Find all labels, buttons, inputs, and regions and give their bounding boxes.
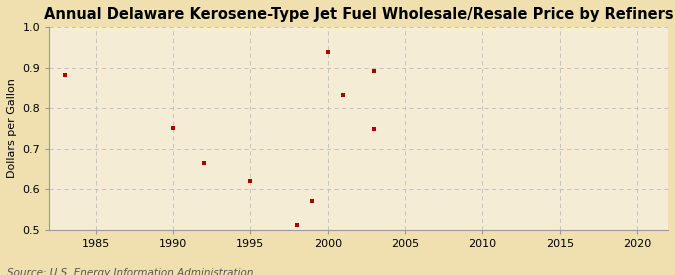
Point bbox=[198, 161, 209, 165]
Point bbox=[338, 93, 348, 97]
Point bbox=[369, 127, 379, 131]
Y-axis label: Dollars per Gallon: Dollars per Gallon bbox=[7, 79, 17, 178]
Point bbox=[307, 199, 318, 203]
Point bbox=[245, 178, 256, 183]
Point bbox=[198, 161, 209, 165]
Text: Source: U.S. Energy Information Administration: Source: U.S. Energy Information Administ… bbox=[7, 268, 253, 275]
Point bbox=[292, 222, 302, 227]
Point bbox=[59, 73, 70, 77]
Point bbox=[369, 69, 379, 74]
Point bbox=[167, 125, 178, 130]
Title: Annual Delaware Kerosene-Type Jet Fuel Wholesale/Resale Price by Refiners: Annual Delaware Kerosene-Type Jet Fuel W… bbox=[44, 7, 674, 22]
Point bbox=[323, 50, 333, 55]
